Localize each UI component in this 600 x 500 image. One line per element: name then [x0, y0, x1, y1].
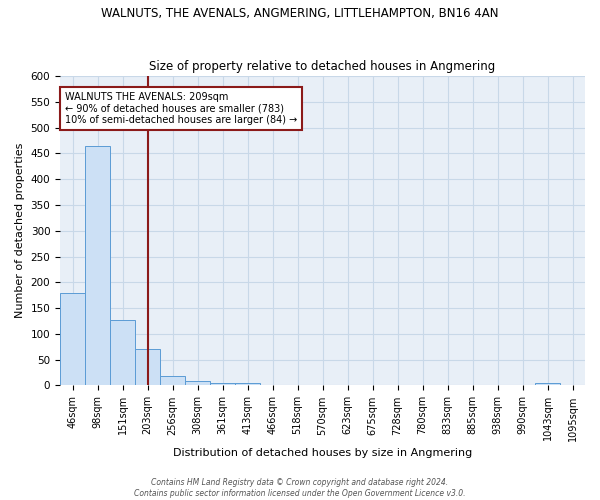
Bar — [210, 383, 235, 386]
Bar — [235, 383, 260, 386]
Bar — [60, 292, 85, 386]
Bar — [110, 320, 135, 386]
Text: WALNUTS, THE AVENALS, ANGMERING, LITTLEHAMPTON, BN16 4AN: WALNUTS, THE AVENALS, ANGMERING, LITTLEH… — [101, 8, 499, 20]
Title: Size of property relative to detached houses in Angmering: Size of property relative to detached ho… — [149, 60, 496, 74]
Bar — [160, 376, 185, 386]
X-axis label: Distribution of detached houses by size in Angmering: Distribution of detached houses by size … — [173, 448, 472, 458]
Bar — [185, 382, 210, 386]
Bar — [535, 383, 560, 386]
Bar — [135, 350, 160, 386]
Bar — [85, 146, 110, 386]
Text: WALNUTS THE AVENALS: 209sqm
← 90% of detached houses are smaller (783)
10% of se: WALNUTS THE AVENALS: 209sqm ← 90% of det… — [65, 92, 297, 124]
Y-axis label: Number of detached properties: Number of detached properties — [15, 143, 25, 318]
Text: Contains HM Land Registry data © Crown copyright and database right 2024.
Contai: Contains HM Land Registry data © Crown c… — [134, 478, 466, 498]
